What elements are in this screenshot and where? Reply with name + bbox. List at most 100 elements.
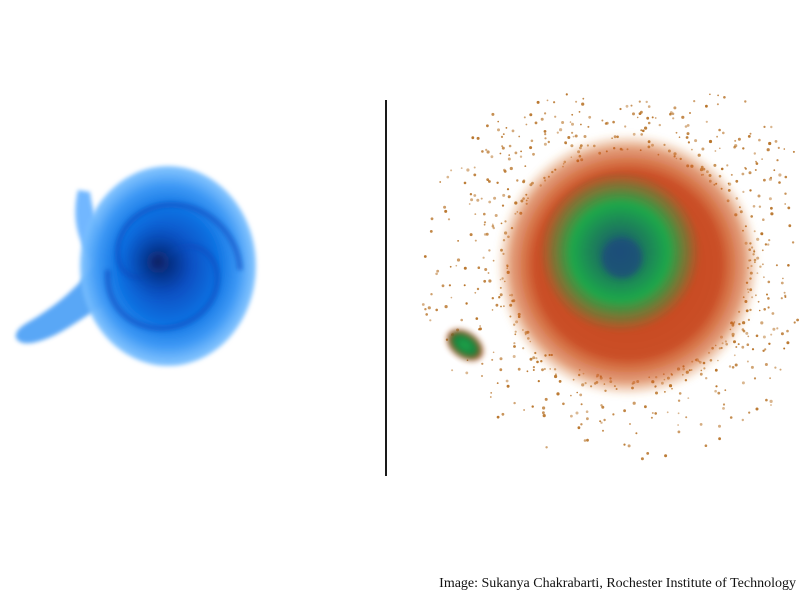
particle-dot (517, 367, 521, 371)
particle-dot (544, 137, 547, 140)
particle-dot (492, 226, 495, 230)
particle-dot (465, 371, 469, 375)
particle-dot (571, 131, 574, 134)
particle-dot (570, 394, 572, 397)
particle-dot (699, 423, 703, 426)
particle-dot (556, 131, 559, 134)
particle-dot (575, 411, 579, 415)
particle-dot (581, 102, 585, 106)
particle-dot (500, 305, 502, 308)
particle-dot (770, 206, 773, 210)
particle-dot (726, 164, 729, 167)
particle-dot (601, 405, 605, 409)
particle-dot (532, 366, 535, 369)
particle-dot (544, 133, 547, 136)
particle-dot (561, 121, 565, 124)
particle-dot (686, 132, 690, 136)
particle-dot (716, 103, 719, 106)
particle-dot (435, 272, 438, 276)
particle-dot (488, 180, 491, 183)
particle-dot (612, 413, 615, 416)
particle-dot (508, 144, 512, 148)
particle-dot (583, 135, 587, 138)
particle-dot (718, 128, 721, 132)
particle-dot (650, 416, 653, 419)
particle-dot (491, 224, 495, 228)
particle-dot (747, 135, 751, 138)
particle-dot (486, 178, 490, 181)
particle-dot (500, 222, 503, 225)
particle-dot (722, 403, 726, 406)
particle-dot (435, 308, 438, 312)
particle-dot (491, 358, 494, 361)
particle-dot (623, 409, 626, 413)
particle-dot (630, 104, 633, 107)
particle-dot (481, 375, 483, 377)
particle-dot (544, 397, 548, 401)
particle-dot (640, 129, 643, 132)
particle-dot (768, 342, 771, 345)
particle-dot (476, 136, 480, 140)
particle-dot (567, 136, 571, 139)
particle-dot (770, 333, 773, 336)
particle-dot (689, 112, 691, 114)
particle-dot (666, 411, 669, 414)
particle-dot (791, 241, 795, 244)
particle-dot (542, 414, 546, 418)
particle-dot (784, 175, 788, 179)
particle-dot (708, 139, 713, 144)
particle-dot (532, 152, 535, 156)
particle-dot (516, 179, 519, 182)
particle-dot (772, 327, 776, 331)
particle-dot (501, 204, 505, 207)
particle-dot (450, 296, 453, 299)
particle-dot (505, 379, 509, 383)
particle-dot (734, 139, 737, 142)
particle-dot (723, 96, 726, 99)
particle-dot (501, 145, 503, 147)
particle-dot (705, 377, 708, 380)
particle-dot (490, 392, 493, 394)
particle-dot (506, 188, 510, 191)
particle-dot (761, 158, 763, 160)
particle-dot (769, 399, 773, 403)
particle-dot (765, 398, 768, 402)
particle-dot (485, 232, 489, 236)
particle-dot (601, 119, 604, 122)
particle-dot (522, 347, 525, 350)
particle-dot (746, 360, 749, 363)
particle-dot (541, 368, 544, 372)
particle-dot (767, 306, 770, 309)
particle-dot (506, 384, 510, 388)
right-galaxy-image (421, 93, 799, 461)
particle-dot (501, 146, 505, 150)
particle-dot (642, 129, 645, 133)
particle-dot (763, 308, 766, 311)
particle-dot (473, 194, 477, 197)
particle-dot (496, 181, 499, 184)
particle-dot (735, 346, 738, 348)
particle-dot (571, 122, 574, 126)
particle-dot (693, 100, 696, 103)
particle-dot (687, 397, 690, 399)
particle-dot (582, 97, 585, 100)
particle-dot (748, 171, 752, 175)
particle-dot (769, 377, 771, 380)
particle-dot (483, 221, 487, 224)
particle-dot (770, 404, 772, 406)
particle-dot (509, 166, 513, 171)
particle-dot (473, 173, 477, 177)
particle-dot (644, 405, 647, 409)
particle-dot (717, 391, 721, 395)
particle-dot (439, 181, 442, 183)
galaxy-core (602, 238, 642, 278)
particle-dot (470, 198, 474, 202)
particle-dot (580, 423, 583, 426)
particle-dot (544, 112, 547, 115)
particle-dot (677, 399, 681, 402)
particle-dot (741, 418, 744, 422)
particle-dot (724, 389, 727, 392)
particle-dot (747, 335, 750, 338)
particle-dot (492, 223, 494, 226)
particle-dot (718, 424, 721, 428)
